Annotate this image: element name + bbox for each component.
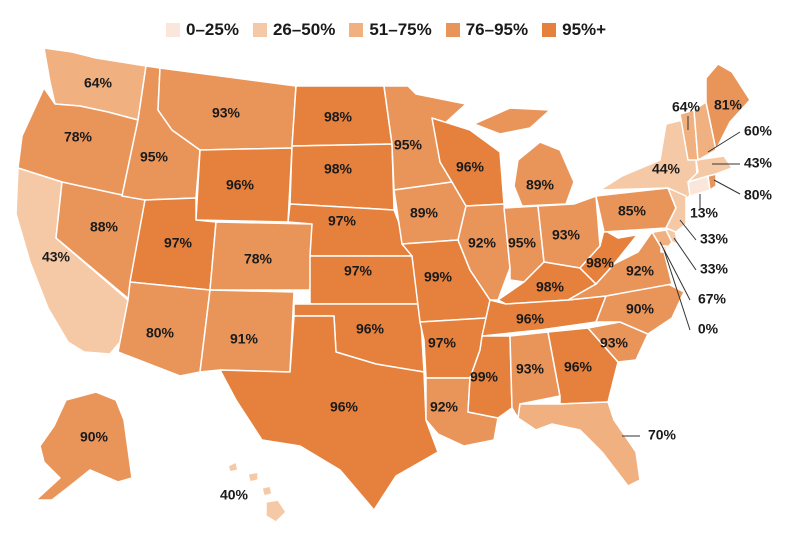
leader-lines [622, 116, 741, 437]
leader-DE [673, 237, 697, 271]
label-NM: 91% [230, 331, 259, 347]
legend-swatch [166, 23, 180, 37]
label-CT: 13% [690, 205, 719, 221]
legend-item: 0–25% [166, 20, 239, 40]
state-MI [473, 107, 575, 207]
label-WA: 64% [84, 75, 113, 91]
label-NY: 44% [652, 161, 681, 177]
label-AR: 97% [428, 335, 457, 351]
legend-label: 76–95% [465, 20, 529, 39]
label-WV: 98% [586, 255, 615, 271]
legend-item: 76–95% [445, 20, 529, 40]
label-NC: 90% [626, 301, 655, 317]
label-MA: 43% [744, 155, 773, 171]
legend-item: 51–75% [349, 20, 432, 40]
state-shapes [15, 47, 751, 523]
legend-swatch [252, 23, 267, 37]
label-IA: 89% [410, 205, 439, 221]
label-TN: 96% [516, 311, 545, 327]
state-HI [227, 461, 287, 523]
label-SD: 98% [324, 161, 353, 177]
legend-label: 51–75% [369, 20, 432, 39]
label-CA: 43% [42, 249, 71, 265]
state-SC [587, 321, 649, 363]
leader-NJ [679, 219, 697, 241]
label-ID: 95% [140, 149, 169, 165]
label-IL: 92% [468, 235, 497, 251]
label-OR: 78% [64, 129, 93, 145]
label-KS: 97% [344, 263, 373, 279]
label-KY: 98% [536, 279, 565, 295]
label-DC: 0% [698, 321, 719, 337]
label-MI: 89% [526, 177, 555, 193]
label-VT: 64% [672, 99, 701, 115]
label-ND: 98% [324, 109, 353, 125]
label-ME: 81% [714, 97, 743, 113]
label-IN: 95% [508, 235, 537, 251]
label-MO: 99% [424, 269, 453, 285]
state-TX [219, 315, 439, 511]
label-CO: 78% [244, 251, 273, 267]
legend-swatch [542, 23, 557, 37]
label-OK: 96% [356, 321, 385, 337]
label-TX: 96% [330, 399, 359, 415]
legend-swatch [445, 23, 460, 37]
legend-swatch [349, 23, 364, 37]
label-NV: 88% [90, 219, 119, 235]
label-DE: 33% [700, 261, 729, 277]
leader-RI [713, 179, 741, 195]
label-WY: 96% [226, 177, 255, 193]
label-MN: 95% [394, 137, 423, 153]
label-UT: 97% [164, 235, 193, 251]
label-SC: 93% [600, 335, 629, 351]
label-RI: 80% [744, 187, 773, 203]
state-FL [517, 401, 641, 487]
label-GA: 96% [564, 359, 593, 375]
label-MD: 67% [698, 291, 727, 307]
label-NJ: 33% [700, 231, 729, 247]
label-MS: 99% [470, 369, 499, 385]
label-NE: 97% [328, 213, 357, 229]
label-AK: 90% [80, 429, 109, 445]
label-NH: 60% [744, 123, 773, 139]
label-AL: 93% [516, 361, 545, 377]
legend-label: 0–25% [186, 20, 239, 39]
state-AK [35, 391, 133, 501]
state-SD [289, 143, 395, 211]
leader-DC [663, 249, 691, 331]
label-VA: 92% [626, 263, 655, 279]
label-PA: 85% [618, 203, 647, 219]
label-LA: 92% [430, 399, 459, 415]
label-WI: 96% [456, 159, 485, 175]
legend: 0–25% 26–50% 51–75% 76–95% 95%+ [166, 20, 606, 40]
label-HI: 40% [220, 487, 249, 503]
label-MT: 93% [212, 105, 241, 121]
state-value-labels: 64% 78% 43% 88% 95% 93% 96% 97% 80% 78% … [42, 75, 773, 503]
legend-label: 26–50% [272, 20, 336, 39]
leader-NH [707, 131, 741, 153]
legend-label: 95%+ [562, 20, 607, 39]
label-FL: 70% [648, 427, 677, 443]
legend-item: 26–50% [252, 20, 336, 40]
state-MA [687, 155, 733, 183]
label-AZ: 80% [146, 325, 175, 341]
legend-item: 95%+ [542, 20, 606, 40]
label-OH: 93% [552, 227, 581, 243]
